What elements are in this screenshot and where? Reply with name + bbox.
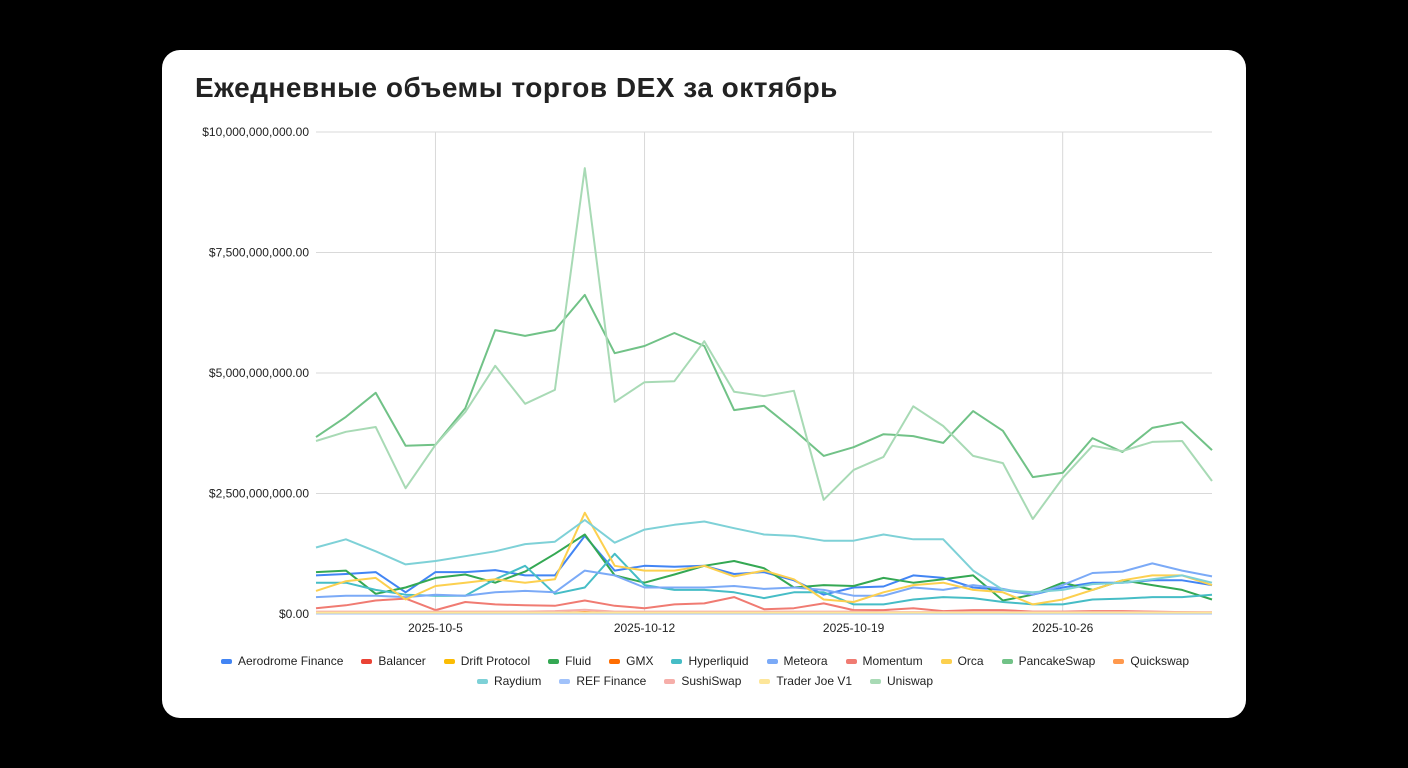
legend-label: Meteora bbox=[783, 654, 828, 668]
legend-label: Uniswap bbox=[887, 674, 934, 688]
series-line-momentum bbox=[315, 596, 1213, 614]
legend-item[interactable]: Fluid bbox=[548, 654, 591, 668]
chart-title: Ежедневные объемы торгов DEX за октябрь bbox=[195, 72, 838, 103]
legend-swatch bbox=[361, 658, 373, 664]
legend-label: Quickswap bbox=[1130, 654, 1189, 668]
legend-item[interactable]: Aerodrome Finance bbox=[221, 654, 343, 668]
legend-label: Raydium bbox=[493, 674, 542, 688]
legend-label: PancakeSwap bbox=[1018, 654, 1096, 668]
legend-item[interactable]: Quickswap bbox=[1113, 654, 1189, 668]
legend-item[interactable]: Drift Protocol bbox=[443, 654, 531, 668]
legend-label: Fluid bbox=[565, 654, 592, 668]
x-tick-label: 2025-10-19 bbox=[823, 621, 885, 635]
legend-label: SushiSwap bbox=[681, 674, 742, 688]
series-line-uniswap bbox=[315, 167, 1213, 520]
series-line-meteora bbox=[315, 562, 1213, 599]
legend-swatch bbox=[870, 678, 881, 684]
series-line-orca bbox=[315, 511, 1213, 606]
legend-label: Trader Joe V1 bbox=[776, 674, 852, 688]
chart-legend: Aerodrome Finance Balancer Drift Protocol F… bbox=[190, 654, 1220, 688]
y-tick-label: $0.00 bbox=[279, 607, 309, 621]
legend-swatch bbox=[940, 658, 952, 664]
legend-label: Drift Protocol bbox=[460, 654, 531, 668]
legend-label: REF Finance bbox=[576, 674, 647, 688]
legend-label: Balancer bbox=[378, 654, 426, 668]
series-line-raydium bbox=[315, 519, 1213, 594]
y-tick-label: $10,000,000,000.00 bbox=[202, 125, 309, 139]
legend-item[interactable]: Uniswap bbox=[870, 674, 933, 688]
legend-item[interactable]: PancakeSwap bbox=[1001, 654, 1096, 668]
legend-label: Orca bbox=[957, 654, 984, 668]
legend-label: Momentum bbox=[862, 654, 923, 668]
legend-swatch bbox=[671, 658, 683, 664]
legend-swatch bbox=[548, 658, 560, 664]
legend-swatch bbox=[766, 658, 778, 664]
series-line-fluid bbox=[315, 533, 1213, 602]
legend-swatch bbox=[1001, 658, 1013, 664]
legend-swatch bbox=[759, 678, 771, 684]
legend-label: Hyperliquid bbox=[688, 654, 749, 668]
legend-item[interactable]: Momentum bbox=[845, 654, 923, 668]
legend-item[interactable]: Meteora bbox=[766, 654, 828, 668]
legend-item[interactable]: Balancer bbox=[361, 654, 426, 668]
x-tick-label: 2025-10-12 bbox=[614, 621, 676, 635]
legend-swatch bbox=[609, 658, 621, 664]
legend-item[interactable]: SushiSwap bbox=[664, 674, 741, 688]
legend-item[interactable]: Trader Joe V1 bbox=[759, 674, 852, 688]
legend-item[interactable]: REF Finance bbox=[559, 674, 646, 688]
legend-item[interactable]: Orca bbox=[940, 654, 984, 668]
x-tick-label: 2025-10-26 bbox=[1032, 621, 1094, 635]
legend-swatch bbox=[443, 658, 455, 664]
legend-swatch bbox=[221, 658, 232, 664]
x-tick-label: 2025-10-5 bbox=[408, 621, 463, 635]
y-tick-label: $2,500,000,000.00 bbox=[209, 487, 309, 501]
chart-card bbox=[162, 50, 1246, 718]
series-line-aerodrome-finance bbox=[315, 534, 1213, 596]
legend-label: GMX bbox=[626, 654, 654, 668]
legend-label: Aerodrome Finance bbox=[238, 654, 344, 668]
legend-item[interactable]: GMX bbox=[609, 654, 653, 668]
legend-swatch bbox=[664, 678, 676, 684]
y-tick-label: $5,000,000,000.00 bbox=[209, 366, 309, 380]
legend-item[interactable]: Hyperliquid bbox=[671, 654, 749, 668]
legend-item[interactable]: Raydium bbox=[476, 674, 542, 688]
y-tick-label: $7,500,000,000.00 bbox=[209, 246, 309, 260]
legend-swatch bbox=[1113, 658, 1125, 664]
legend-swatch bbox=[845, 658, 857, 664]
series-line-pancakeswap bbox=[315, 293, 1213, 479]
legend-swatch bbox=[476, 678, 488, 684]
legend-swatch bbox=[559, 678, 571, 684]
